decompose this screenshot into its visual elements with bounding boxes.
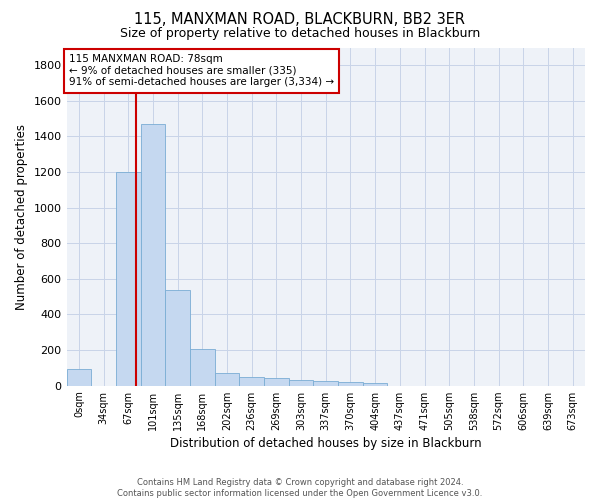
X-axis label: Distribution of detached houses by size in Blackburn: Distribution of detached houses by size … xyxy=(170,437,482,450)
Bar xyxy=(289,380,313,386)
Bar xyxy=(67,369,91,386)
Y-axis label: Number of detached properties: Number of detached properties xyxy=(15,124,28,310)
Bar xyxy=(140,124,165,386)
Text: 115 MANXMAN ROAD: 78sqm
← 9% of detached houses are smaller (335)
91% of semi-de: 115 MANXMAN ROAD: 78sqm ← 9% of detached… xyxy=(69,54,334,88)
Bar xyxy=(313,381,338,386)
Bar xyxy=(165,290,190,386)
Text: Contains HM Land Registry data © Crown copyright and database right 2024.
Contai: Contains HM Land Registry data © Crown c… xyxy=(118,478,482,498)
Bar xyxy=(116,172,140,386)
Text: 115, MANXMAN ROAD, BLACKBURN, BB2 3ER: 115, MANXMAN ROAD, BLACKBURN, BB2 3ER xyxy=(134,12,466,28)
Bar xyxy=(264,378,289,386)
Bar xyxy=(338,382,363,386)
Bar xyxy=(239,377,264,386)
Bar xyxy=(190,349,215,386)
Text: Size of property relative to detached houses in Blackburn: Size of property relative to detached ho… xyxy=(120,28,480,40)
Bar xyxy=(363,383,388,386)
Bar xyxy=(215,373,239,386)
